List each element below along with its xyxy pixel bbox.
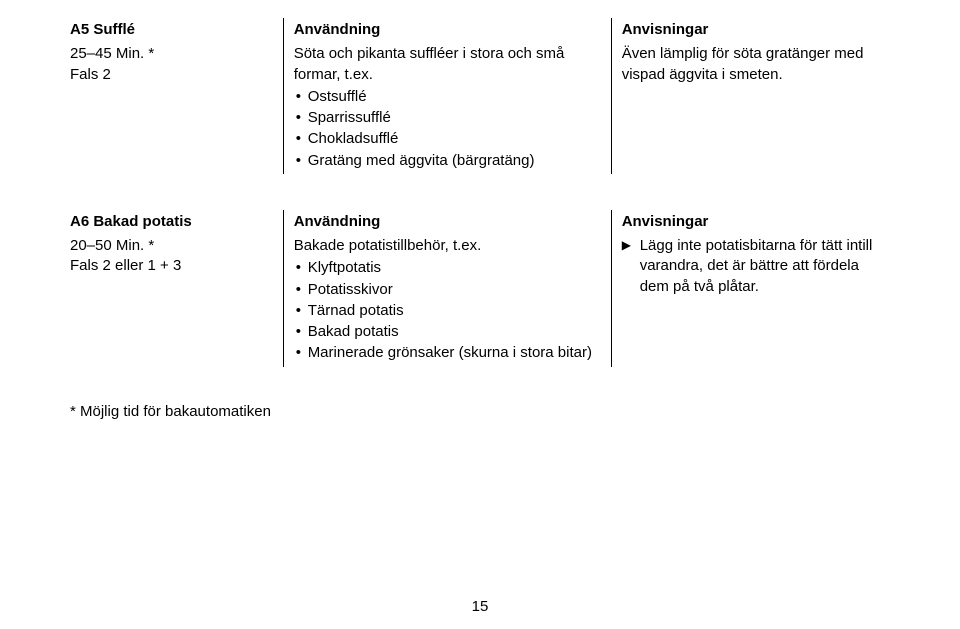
a5-usage-list: Ostsufflé Sparrissufflé Chokladsufflé Gr…: [294, 87, 601, 171]
a5-bullet-4: Gratäng med äggvita (bärgratäng): [294, 151, 601, 171]
a5-bullet-3: Chokladsufflé: [294, 129, 601, 149]
table-a6-header: A6 Bakad potatis Användning Anvisningar: [70, 210, 890, 234]
a6-bullet-4: Bakad potatis: [294, 322, 601, 342]
a5-col3: Även lämplig för söta gratänger med visp…: [611, 42, 890, 174]
a6-bullet-5: Marinerade grönsaker (skurna i stora bit…: [294, 343, 601, 363]
footnote: * Möjlig tid för bakautomatiken: [70, 403, 890, 420]
a6-rack: Fals 2 eller 1 + 3: [70, 256, 273, 276]
a5-header-title: A5 Sufflé: [70, 18, 283, 42]
a6-instructions-text: Lägg inte potatisbitarna för tätt intill…: [622, 236, 880, 297]
a6-bullet-2: Potatisskivor: [294, 280, 601, 300]
a6-usage-lead: Bakade potatistillbehör, t.ex.: [294, 236, 601, 256]
table-a5-header: A5 Sufflé Användning Anvisningar: [70, 18, 890, 42]
a5-col1: 25–45 Min. * Fals 2: [70, 42, 283, 174]
a6-header-instructions: Anvisningar: [611, 210, 890, 234]
table-a5: A5 Sufflé Användning Anvisningar 25–45 M…: [70, 18, 890, 174]
a5-col2: Söta och pikanta suffléer i stora och sm…: [283, 42, 611, 174]
document-page: A5 Sufflé Användning Anvisningar 25–45 M…: [0, 0, 960, 420]
a5-time: 25–45 Min. *: [70, 44, 273, 64]
table-a6: A6 Bakad potatis Användning Anvisningar …: [70, 210, 890, 367]
a6-col3: Lägg inte potatisbitarna för tätt intill…: [611, 234, 890, 367]
a6-time: 20–50 Min. *: [70, 236, 273, 256]
a5-bullet-2: Sparrissufflé: [294, 108, 601, 128]
a6-bullet-3: Tärnad potatis: [294, 301, 601, 321]
table-a6-body: 20–50 Min. * Fals 2 eller 1 + 3 Bakade p…: [70, 234, 890, 367]
a6-header-title: A6 Bakad potatis: [70, 210, 283, 234]
a6-col1: 20–50 Min. * Fals 2 eller 1 + 3: [70, 234, 283, 367]
a6-header-usage: Användning: [283, 210, 611, 234]
a5-bullet-1: Ostsufflé: [294, 87, 601, 107]
a6-bullet-1: Klyftpotatis: [294, 258, 601, 278]
a5-header-usage: Användning: [283, 18, 611, 42]
a6-usage-list: Klyftpotatis Potatisskivor Tärnad potati…: [294, 258, 601, 363]
a6-col2: Bakade potatistillbehör, t.ex. Klyftpota…: [283, 234, 611, 367]
a5-rack: Fals 2: [70, 65, 273, 85]
a5-instructions-text: Även lämplig för söta gratänger med visp…: [622, 44, 880, 85]
page-number: 15: [0, 598, 960, 615]
a5-usage-lead: Söta och pikanta suffléer i stora och sm…: [294, 44, 601, 85]
a5-header-instructions: Anvisningar: [611, 18, 890, 42]
table-a5-body: 25–45 Min. * Fals 2 Söta och pikanta suf…: [70, 42, 890, 174]
